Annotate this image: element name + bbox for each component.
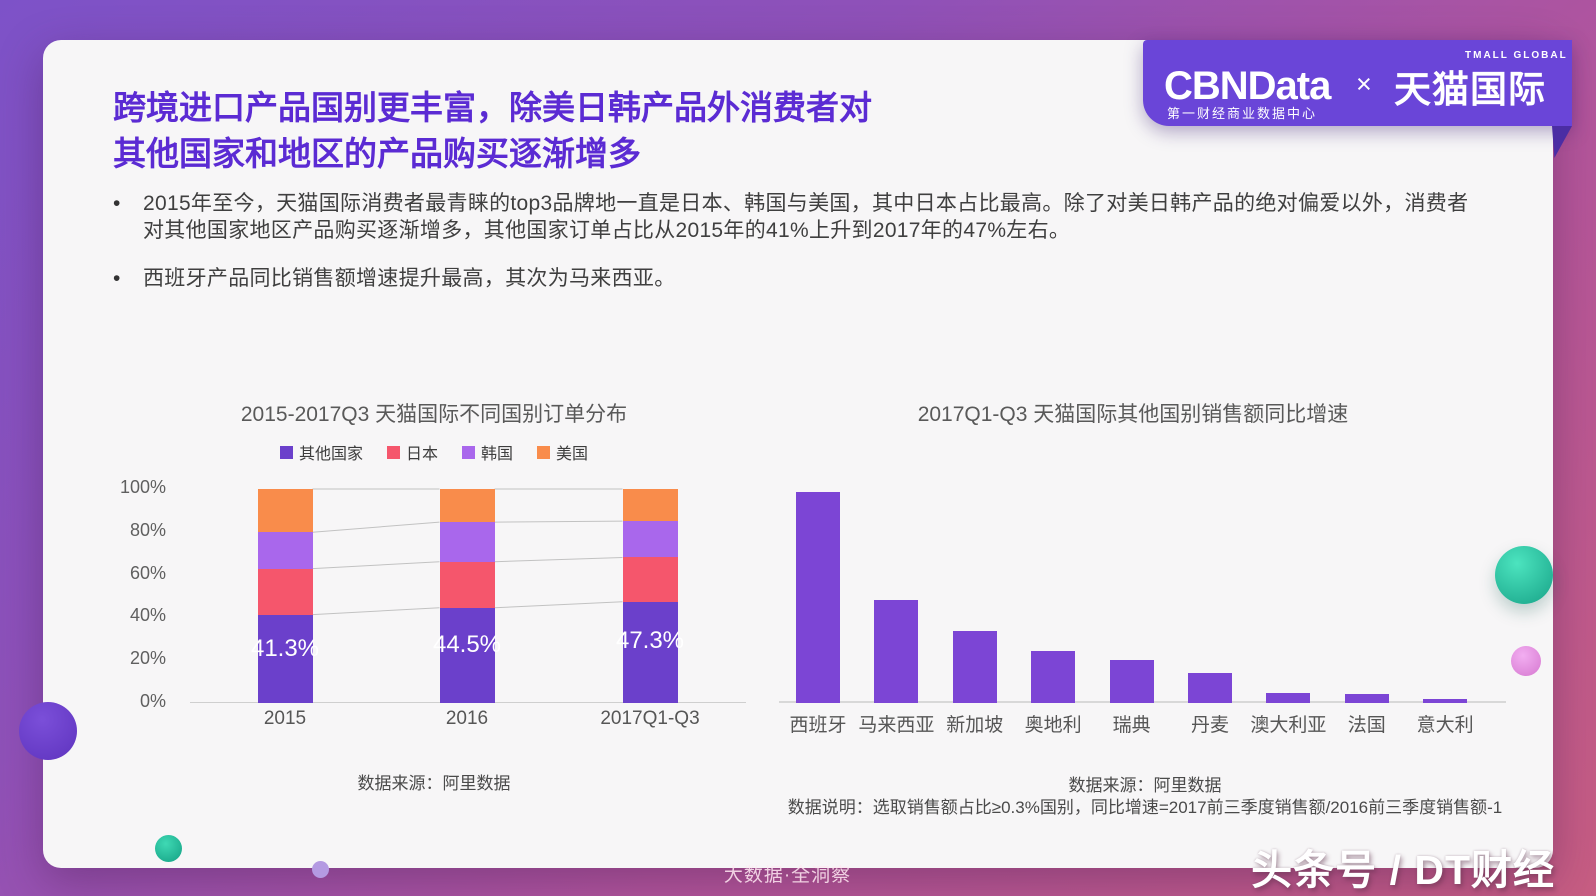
bar-瑞典 — [1109, 659, 1154, 703]
watermark-dt-caijing: 头条号 / DT财经 — [1251, 847, 1555, 893]
purple-sphere-decoration — [19, 702, 77, 760]
x-category-奥地利: 奥地利 — [1024, 715, 1082, 736]
y-axis-tick-20%: 20% — [129, 648, 166, 669]
legend-item-美国: 美国 — [537, 440, 588, 464]
page-title-line1: 跨境进口产品国别更丰富，除美日韩产品外消费者对 — [113, 89, 872, 126]
y-axis-tick-80%: 80% — [129, 519, 166, 540]
left-chart-legend: 其他国家 日本 韩国 美国 — [134, 440, 734, 464]
x-category-澳大利亚: 澳大利亚 — [1250, 715, 1327, 736]
stack-segment-2017Q1-Q3-美国 — [622, 489, 678, 522]
stack-segment-2016-韩国 — [439, 522, 495, 562]
cbndata-tagline: 第一财经商业数据中心 — [1167, 106, 1318, 121]
legend-swatch-icon — [537, 445, 551, 459]
stack-segment-2017Q1-Q3-其他国家 — [622, 601, 678, 703]
y-axis-tick-60%: 60% — [129, 562, 166, 583]
right-chart-title: 2017Q1-Q3 天猫国际其他国别销售额同比增速 — [917, 403, 1349, 426]
small-teal-circle-decoration — [155, 835, 182, 862]
x-category-新加坡: 新加坡 — [946, 715, 1004, 736]
tmall-global-logo: 天猫国际 — [1394, 69, 1546, 110]
pink-circle-decoration — [1511, 646, 1541, 676]
x-category-2015: 2015 — [263, 708, 307, 729]
bar-意大利 — [1423, 698, 1468, 703]
lavender-dot-decoration — [312, 861, 329, 878]
legend-label: 日本 — [405, 446, 438, 463]
x-category-2017Q1-Q3: 2017Q1-Q3 — [600, 708, 700, 729]
bar-丹麦 — [1188, 673, 1232, 703]
legend-swatch-icon — [386, 445, 400, 459]
legend-item-韩国: 韩国 — [462, 440, 513, 464]
stack-segment-2016-日本 — [439, 561, 495, 608]
x-category-意大利: 意大利 — [1416, 715, 1474, 736]
data-label-2015: 41.3% — [250, 634, 320, 662]
legend-item-日本: 日本 — [386, 440, 438, 464]
stack-segment-2017Q1-Q3-韩国 — [622, 521, 678, 558]
bullet-marker: • — [113, 192, 121, 215]
bar-新加坡 — [952, 631, 997, 703]
legend-label: 其他国家 — [298, 446, 363, 463]
legend-swatch-icon — [279, 445, 293, 459]
tmall-global-en-label: TMALL GLOBAL — [1465, 50, 1568, 61]
bar-西班牙 — [796, 492, 840, 703]
bar-马来西亚 — [874, 600, 919, 703]
stack-segment-2015-美国 — [257, 489, 313, 533]
bullet-text: 西班牙产品同比销售额增速提升最高，其次为马来西亚。 — [143, 267, 676, 290]
stack-segment-2015-韩国 — [257, 532, 313, 569]
legend-item-其他国家: 其他国家 — [279, 440, 363, 464]
stack-segment-2017Q1-Q3-日本 — [622, 557, 678, 602]
x-category-马来西亚: 马来西亚 — [858, 715, 935, 736]
brand-banner — [1143, 40, 1572, 126]
page-title-line2: 其他国家和地区的产品购买逐渐增多 — [113, 135, 641, 172]
x-category-瑞典: 瑞典 — [1112, 715, 1151, 736]
brand-cross-symbol: × — [1356, 69, 1372, 99]
bullet-item: • 西班牙产品同比销售额增速提升最高，其次为马来西亚。 — [113, 265, 1478, 292]
bullet-marker: • — [113, 267, 121, 290]
stack-segment-2015-其他国家 — [257, 614, 313, 703]
x-category-丹麦: 丹麦 — [1190, 715, 1229, 736]
legend-swatch-icon — [462, 445, 475, 459]
y-axis-tick-40%: 40% — [129, 605, 166, 626]
data-label-2016: 44.5% — [432, 630, 502, 658]
cbndata-logo: CBNData — [1164, 64, 1331, 108]
bar-澳大利亚 — [1266, 693, 1311, 703]
x-category-2016: 2016 — [445, 708, 489, 729]
bullet-item: • 2015年至今，天猫国际消费者最青睐的top3品牌地一直是日本、韩国与美国，… — [113, 190, 1478, 244]
bar-奥地利 — [1031, 651, 1076, 703]
content-card — [43, 40, 1553, 868]
footer-slogan: 大数据·全洞察 — [723, 865, 852, 886]
right-chart-note: 数据说明：选取销售额占比≥0.3%国别，同比增速=2017前三季度销售额/201… — [787, 798, 1503, 817]
left-chart-title: 2015-2017Q3 天猫国际不同国别订单分布 — [240, 403, 628, 426]
y-axis-tick-100%: 100% — [119, 477, 166, 497]
x-category-法国: 法国 — [1347, 715, 1386, 736]
stack-segment-2016-美国 — [439, 489, 495, 523]
y-axis-tick-0%: 0% — [139, 691, 166, 711]
left-chart-source: 数据来源：阿里数据 — [357, 774, 511, 793]
right-chart-source: 数据来源：阿里数据 — [1068, 776, 1222, 795]
bullet-list: • 2015年至今，天猫国际消费者最青睐的top3品牌地一直是日本、韩国与美国，… — [113, 190, 1478, 313]
x-category-西班牙: 西班牙 — [789, 715, 847, 736]
bar-法国 — [1344, 693, 1389, 703]
stack-segment-2016-其他国家 — [439, 607, 495, 703]
legend-label: 韩国 — [481, 446, 514, 463]
stack-segment-2015-日本 — [257, 568, 313, 615]
teal-sphere-decoration — [1495, 546, 1553, 604]
page-title: 跨境进口产品国别更丰富，除美日韩产品外消费者对 其他国家和地区的产品购买逐渐增多 — [113, 85, 1213, 177]
legend-label: 美国 — [556, 446, 589, 463]
bullet-text: 2015年至今，天猫国际消费者最青睐的top3品牌地一直是日本、韩国与美国，其中… — [143, 192, 1469, 242]
data-label-2017Q1-Q3: 47.3% — [615, 627, 685, 655]
